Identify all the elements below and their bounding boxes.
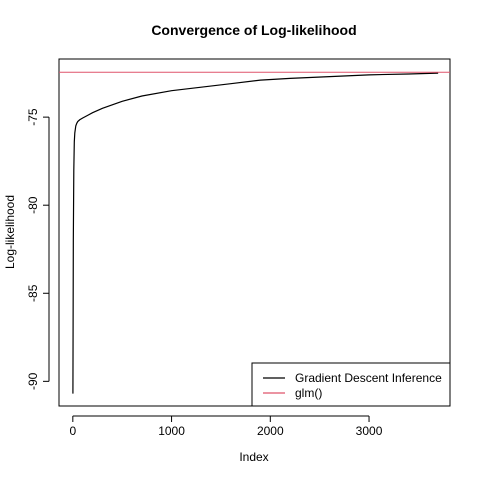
y-axis-label: Log-likelihood xyxy=(3,195,17,269)
legend-label: Gradient Descent Inference xyxy=(295,371,442,385)
y-tick-label: -85 xyxy=(26,284,40,302)
x-tick-label: 3000 xyxy=(356,424,383,438)
legend-box xyxy=(251,362,451,407)
chart-title: Convergence of Log-likelihood xyxy=(151,22,356,38)
x-axis: 0 1000 2000 3000 xyxy=(69,415,383,438)
plot-frame xyxy=(58,58,451,407)
x-axis-label: Index xyxy=(239,450,268,464)
y-tick-label: -90 xyxy=(26,372,40,390)
plot-area xyxy=(59,71,450,394)
y-tick-label: -75 xyxy=(26,108,40,126)
x-tick-label: 1000 xyxy=(158,424,185,438)
y-tick-label: -80 xyxy=(26,196,40,214)
gradient-descent-line xyxy=(72,72,439,394)
x-tick-label: 0 xyxy=(69,424,76,438)
x-tick-label: 2000 xyxy=(257,424,284,438)
y-axis: -90 -85 -80 -75 xyxy=(26,108,50,390)
legend-label: glm() xyxy=(295,386,322,400)
